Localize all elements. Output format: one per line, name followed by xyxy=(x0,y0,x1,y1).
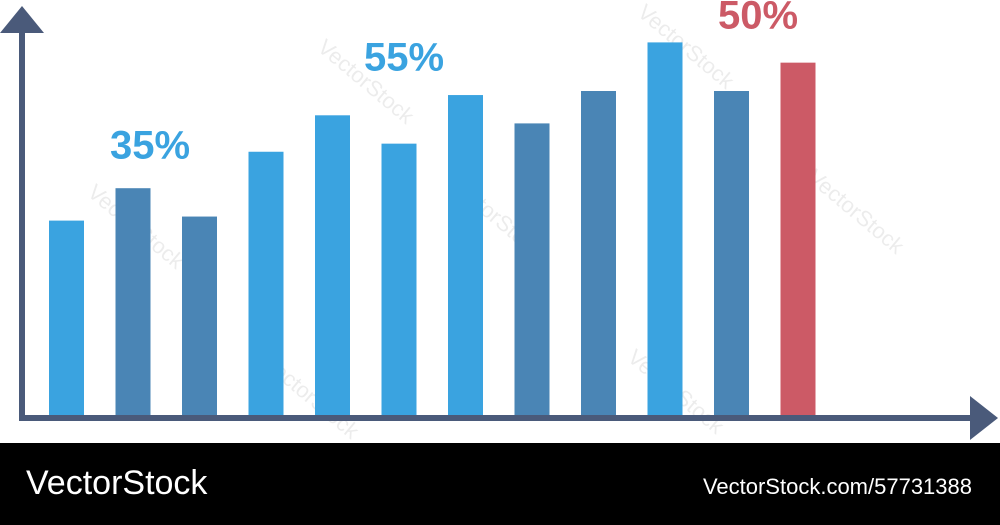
bar xyxy=(514,123,550,416)
y-axis-arrow xyxy=(0,6,44,33)
bar xyxy=(780,62,816,416)
bar xyxy=(448,95,483,416)
annotation: 50% xyxy=(718,0,798,38)
bar xyxy=(581,91,616,415)
footer-id: VectorStock.com/57731388 xyxy=(703,474,972,499)
bar xyxy=(248,151,284,415)
bar xyxy=(714,91,749,415)
bar xyxy=(49,220,84,415)
x-axis-arrow xyxy=(970,396,998,440)
footer-brand: VectorStock xyxy=(26,464,208,502)
bars xyxy=(49,42,816,416)
bar xyxy=(381,143,417,415)
bar xyxy=(315,115,350,416)
bar xyxy=(647,42,683,416)
annotation: 35% xyxy=(110,124,190,168)
watermark: VectorStock xyxy=(803,164,910,259)
bar xyxy=(182,216,217,415)
footer-bar xyxy=(0,443,1000,525)
bar xyxy=(115,188,151,415)
annotation: 55% xyxy=(364,36,444,80)
